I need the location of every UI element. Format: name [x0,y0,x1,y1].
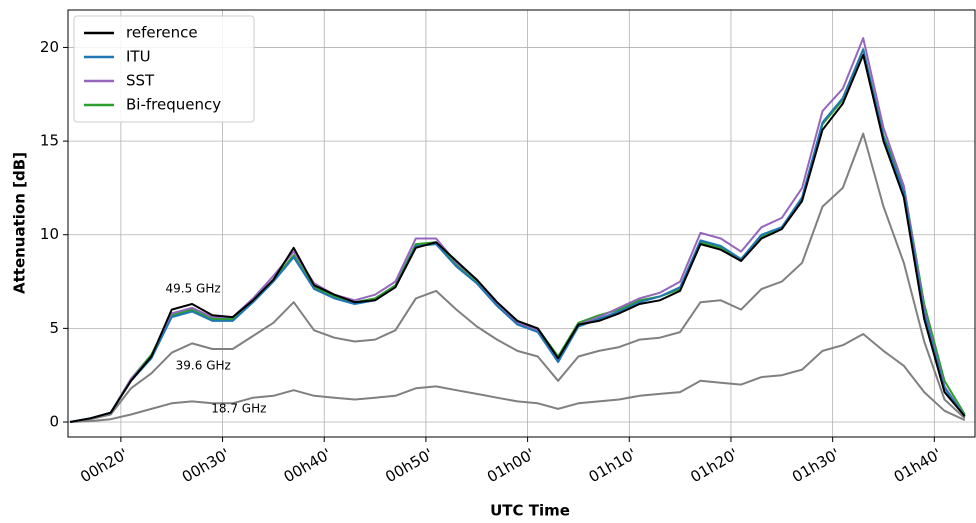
series-line [69,132,966,423]
x-tick-label: 00h30' [179,445,233,486]
x-tick-label: 01h20' [687,445,741,486]
plot-frame [67,9,976,438]
legend-label: reference [126,24,198,42]
series-line [69,333,966,423]
legend-box [73,15,255,123]
x-tick-label: 00h50' [382,445,436,486]
y-axis-label: Attenuation [dB] [11,152,29,294]
y-tick-label: 10 [40,225,59,243]
y-tick-label: 15 [40,132,59,150]
series-line [69,37,966,423]
x-tick-label: 00h40' [281,445,335,486]
x-tick-label: 01h40' [891,445,945,486]
annotation: 18.7 GHz [211,401,266,415]
series-line [69,48,966,423]
legend-label: SST [126,72,155,90]
legend-label: Bi-frequency [126,96,221,114]
x-tick-label: 01h00' [484,445,538,486]
x-axis-label: UTC Time [490,502,570,520]
y-tick-label: 0 [49,413,59,431]
x-tick-label: 00h20' [77,445,131,486]
annotation: 39.6 GHz [176,358,231,372]
x-tick-label: 01h10' [586,445,640,486]
x-tick-label: 01h30' [789,445,843,486]
legend-label: ITU [126,48,151,66]
series-line [69,53,966,423]
annotation: 49.5 GHz [165,282,220,296]
y-tick-label: 20 [40,38,59,56]
y-tick-label: 5 [49,319,59,337]
